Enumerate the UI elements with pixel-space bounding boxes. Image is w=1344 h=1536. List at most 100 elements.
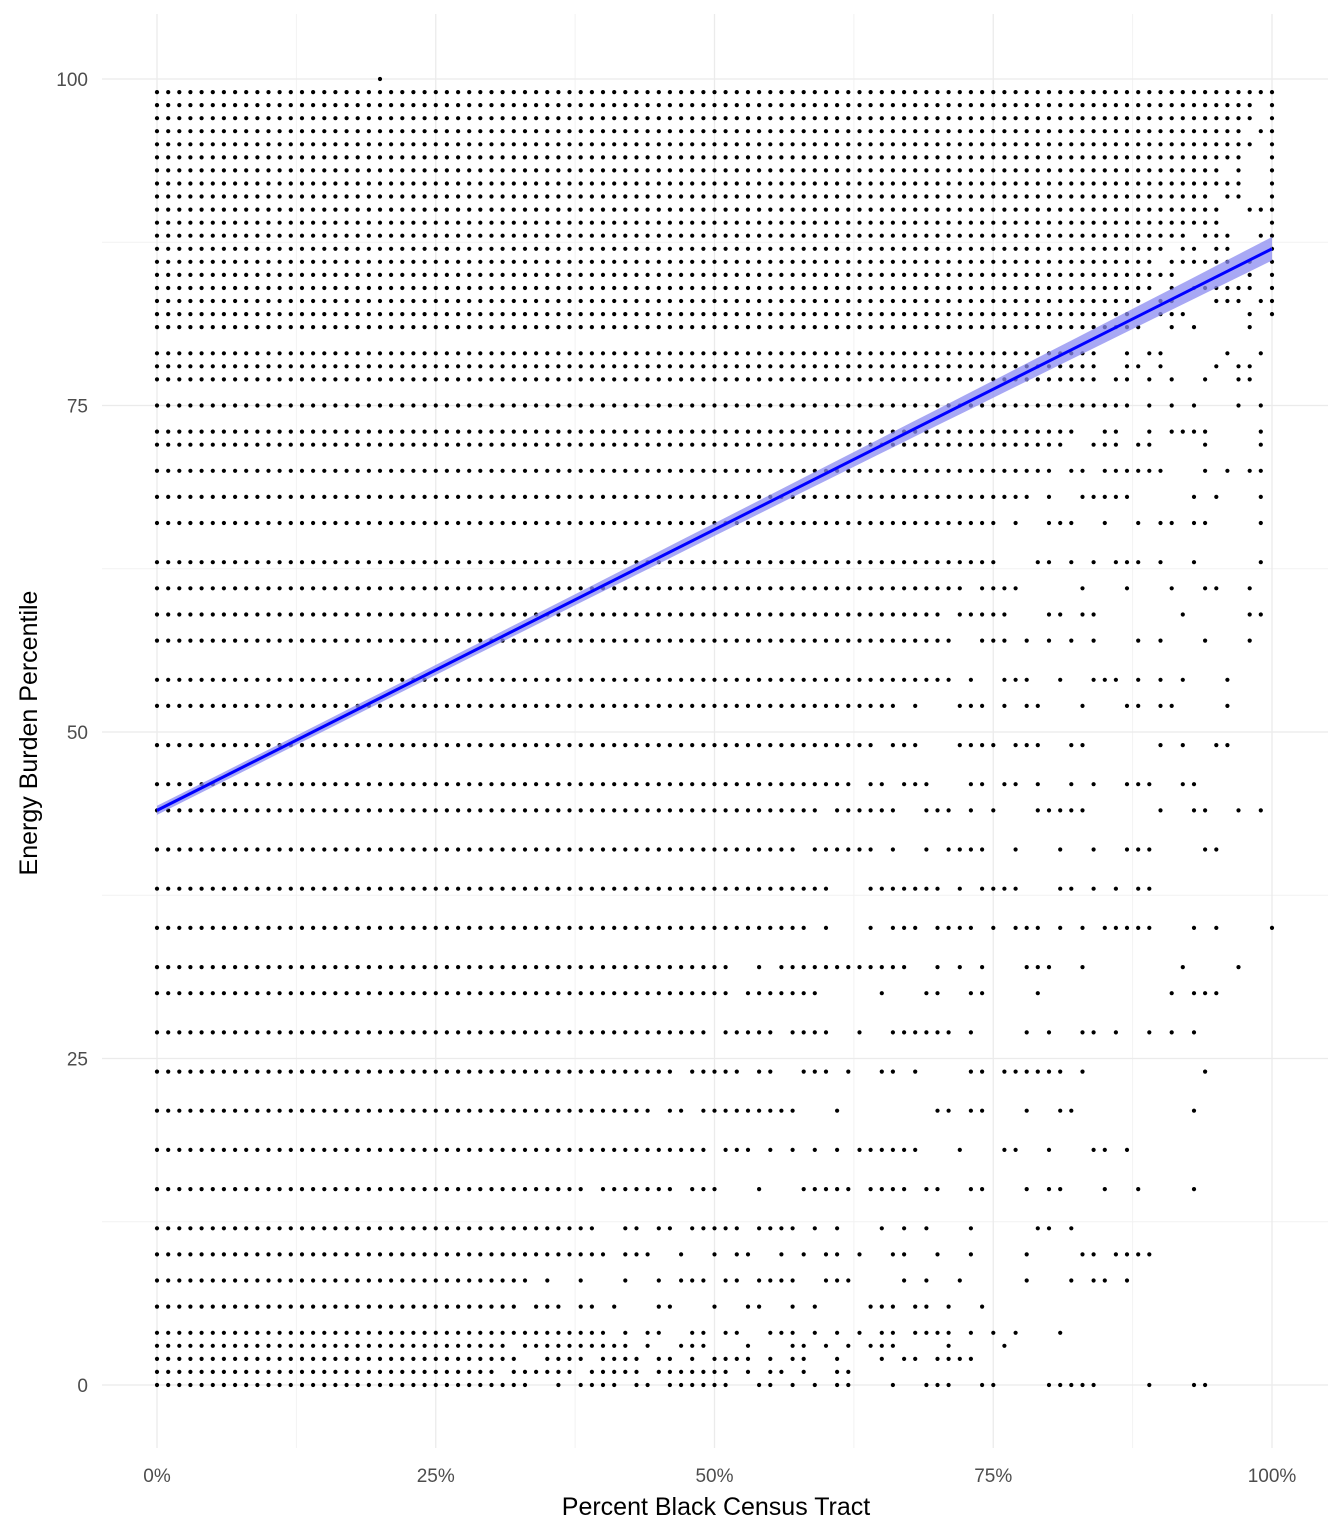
data-point: [634, 246, 639, 251]
data-point: [734, 207, 739, 212]
data-point: [1091, 638, 1096, 643]
data-point: [589, 129, 595, 134]
data-point: [233, 181, 238, 186]
data-point: [556, 1252, 561, 1257]
data-point: [1158, 103, 1163, 108]
data-point: [768, 246, 773, 251]
data-point: [946, 1356, 951, 1361]
data-point: [355, 1382, 360, 1388]
data-point: [456, 520, 461, 526]
data-point: [846, 181, 851, 186]
data-point: [266, 743, 271, 748]
data-point: [1169, 181, 1174, 186]
data-point: [623, 233, 628, 238]
data-point: [623, 194, 628, 199]
data-point: [667, 560, 673, 565]
data-point: [879, 220, 884, 225]
data-point: [322, 703, 327, 709]
data-point: [679, 1147, 684, 1152]
data-point: [946, 1382, 951, 1388]
data-point: [177, 782, 182, 787]
data-point: [1013, 468, 1018, 473]
data-point: [1013, 312, 1018, 317]
data-point: [467, 612, 472, 617]
data-point: [199, 403, 204, 408]
data-point: [1002, 364, 1007, 369]
data-point: [1214, 207, 1219, 212]
data-point: [846, 377, 851, 382]
data-point: [745, 246, 751, 251]
data-point: [812, 312, 817, 317]
data-point: [288, 351, 293, 356]
data-point: [578, 1030, 583, 1035]
data-point: [1046, 429, 1052, 434]
data-point: [857, 259, 862, 264]
data-point: [779, 1226, 784, 1231]
data-point: [1069, 886, 1074, 891]
data-point: [299, 468, 305, 473]
data-point: [968, 285, 974, 291]
data-point: [355, 1304, 360, 1309]
data-point: [456, 116, 461, 121]
data-point: [288, 90, 293, 95]
data-point: [645, 1030, 650, 1035]
data-point: [757, 207, 762, 212]
data-point: [433, 181, 438, 186]
data-point: [890, 612, 896, 617]
data-point: [322, 194, 327, 199]
data-point: [444, 1382, 449, 1388]
data-point: [679, 403, 684, 408]
data-point: [500, 168, 505, 173]
data-point: [968, 1108, 974, 1113]
data-point: [868, 1187, 873, 1192]
data-point: [311, 1278, 316, 1283]
data-point: [723, 1356, 728, 1361]
data-point: [634, 103, 639, 108]
data-point: [177, 925, 182, 931]
x-tick-label: 0%: [143, 1466, 171, 1487]
data-point: [1124, 181, 1130, 186]
data-point: [1191, 259, 1197, 264]
data-point: [712, 351, 717, 356]
data-point: [221, 285, 226, 291]
data-point: [835, 586, 840, 591]
data-point: [745, 285, 751, 291]
data-point: [589, 520, 595, 526]
data-point: [667, 377, 673, 382]
data-point: [478, 403, 483, 408]
data-point: [656, 1187, 661, 1192]
data-point: [500, 965, 505, 970]
data-point: [210, 325, 215, 330]
data-point: [389, 677, 394, 682]
data-point: [166, 494, 171, 499]
data-point: [868, 1147, 873, 1152]
data-point: [957, 429, 962, 434]
y-tick-label: 100: [56, 70, 88, 91]
data-point: [456, 220, 461, 225]
data-point: [1080, 220, 1085, 225]
data-point: [667, 586, 673, 591]
data-point: [968, 743, 974, 748]
data-point: [444, 612, 449, 617]
data-point: [879, 1356, 884, 1361]
data-point: [489, 494, 494, 499]
data-point: [244, 1382, 249, 1388]
data-point: [723, 743, 728, 748]
data-point: [333, 246, 338, 251]
data-point: [589, 1330, 595, 1335]
data-point: [712, 494, 717, 499]
data-point: [801, 612, 806, 617]
data-point: [244, 272, 249, 277]
data-point: [456, 259, 461, 264]
data-point: [277, 1226, 282, 1231]
data-point: [511, 743, 516, 748]
data-point: [233, 677, 238, 682]
data-point: [578, 429, 583, 434]
data-point: [355, 991, 360, 996]
data-point: [511, 285, 516, 291]
data-point: [433, 1252, 438, 1257]
data-point: [177, 1147, 182, 1152]
data-point: [444, 886, 449, 891]
data-point: [1024, 168, 1029, 173]
data-point: [556, 925, 561, 931]
